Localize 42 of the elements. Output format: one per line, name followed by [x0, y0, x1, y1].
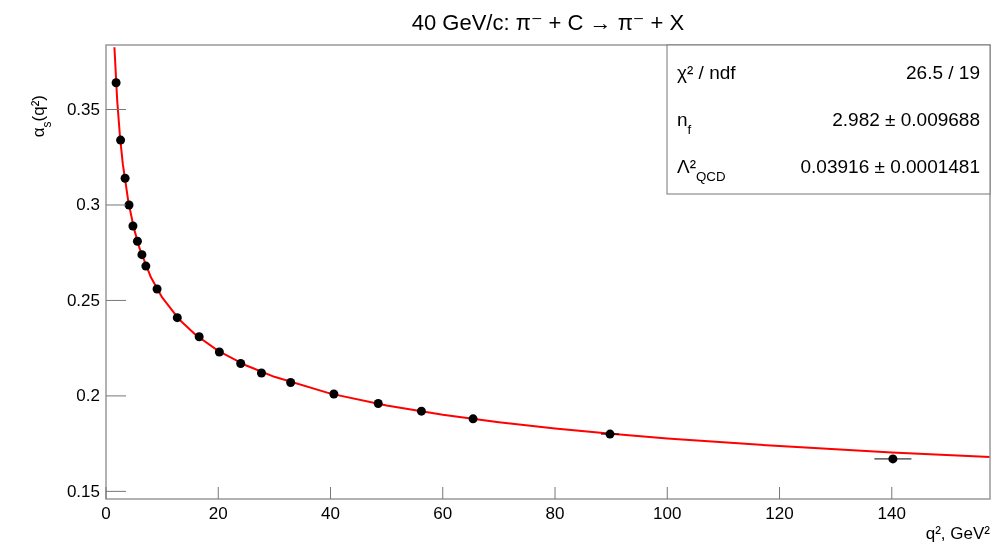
point	[236, 358, 246, 368]
point	[120, 173, 130, 183]
x-axis-title: q², GeV²	[925, 524, 991, 543]
x-tick-label: 120	[765, 504, 794, 524]
x-tick-label: 40	[321, 504, 340, 524]
annotation: 26.5 / 19	[906, 62, 980, 83]
y-tick-label: 0.15	[66, 481, 100, 501]
point	[116, 135, 126, 145]
point	[141, 261, 151, 271]
y-tick-label: 0.3	[76, 195, 100, 215]
point	[416, 406, 426, 416]
point	[373, 399, 383, 409]
x-tick-label: 0	[101, 504, 111, 524]
point	[152, 284, 162, 294]
point	[132, 236, 142, 246]
point	[605, 429, 615, 439]
x-tick-label: 80	[545, 504, 565, 524]
point	[111, 78, 121, 88]
x-tick-label: 140	[877, 504, 906, 524]
chart-title: 40 GeV/c: π⁻ + C → π⁻ + X	[411, 10, 685, 35]
point	[137, 250, 147, 260]
point	[888, 454, 898, 464]
x-tick-label: 60	[433, 504, 453, 524]
point	[329, 389, 339, 399]
annotation: 2.982 ± 0.009688	[832, 109, 980, 130]
y-tick-label: 0.2	[76, 386, 100, 406]
point	[128, 221, 138, 231]
point	[214, 347, 224, 357]
annotation: Λ²$_{QCD}$	[677, 156, 726, 184]
x-tick-label: 20	[208, 504, 228, 524]
annotation: n$_{f}$	[677, 109, 692, 137]
x-tick-label: 100	[653, 504, 682, 524]
point	[172, 313, 182, 323]
y-tick-label: 0.35	[66, 99, 100, 119]
point	[468, 414, 478, 424]
point	[194, 332, 204, 342]
point	[256, 368, 266, 378]
point	[286, 378, 296, 388]
annotation: χ² / ndf	[677, 62, 737, 83]
y-tick-label: 0.25	[66, 290, 100, 310]
annotation: 0.03916 ± 0.0001481	[800, 156, 980, 177]
point	[124, 200, 134, 210]
